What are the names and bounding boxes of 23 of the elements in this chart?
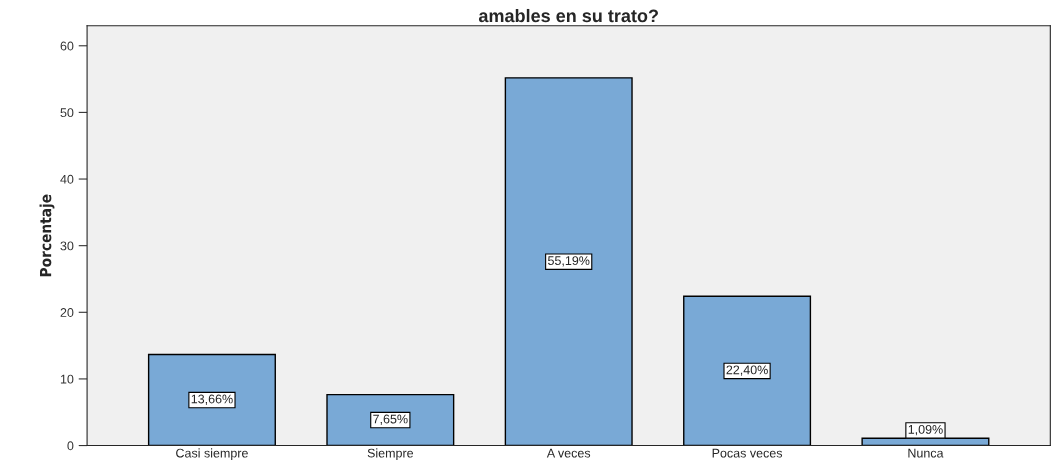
y-tick-label: 60 (60, 41, 74, 51)
y-tick-label: 20 (60, 308, 74, 317)
data-label: 13,66% (191, 394, 233, 405)
x-tick-label: Casi siempre (176, 448, 248, 460)
bar (683, 295, 812, 446)
data-label: 55,19% (548, 256, 590, 267)
bar (147, 353, 276, 446)
bar (326, 393, 455, 446)
x-tick-label: A veces (546, 448, 591, 458)
y-axis-title: Porcentaje (39, 194, 55, 277)
data-label: 1,09% (908, 424, 943, 436)
x-tick-label: Siempre (367, 448, 414, 460)
y-tick-label: 30 (60, 241, 74, 251)
y-tick-label: 50 (60, 108, 74, 118)
chart-title: amables en su trato? (478, 8, 658, 23)
bar (504, 77, 633, 446)
data-label: 22,40% (726, 365, 768, 376)
y-tick-label: 40 (60, 174, 74, 184)
y-tick-label: 10 (60, 374, 74, 384)
x-tick-label: Pocas veces (712, 448, 783, 458)
x-tick-label: Nunca (908, 448, 944, 458)
data-label: 7,65% (373, 414, 408, 425)
y-tick-label: 0 (67, 441, 74, 451)
